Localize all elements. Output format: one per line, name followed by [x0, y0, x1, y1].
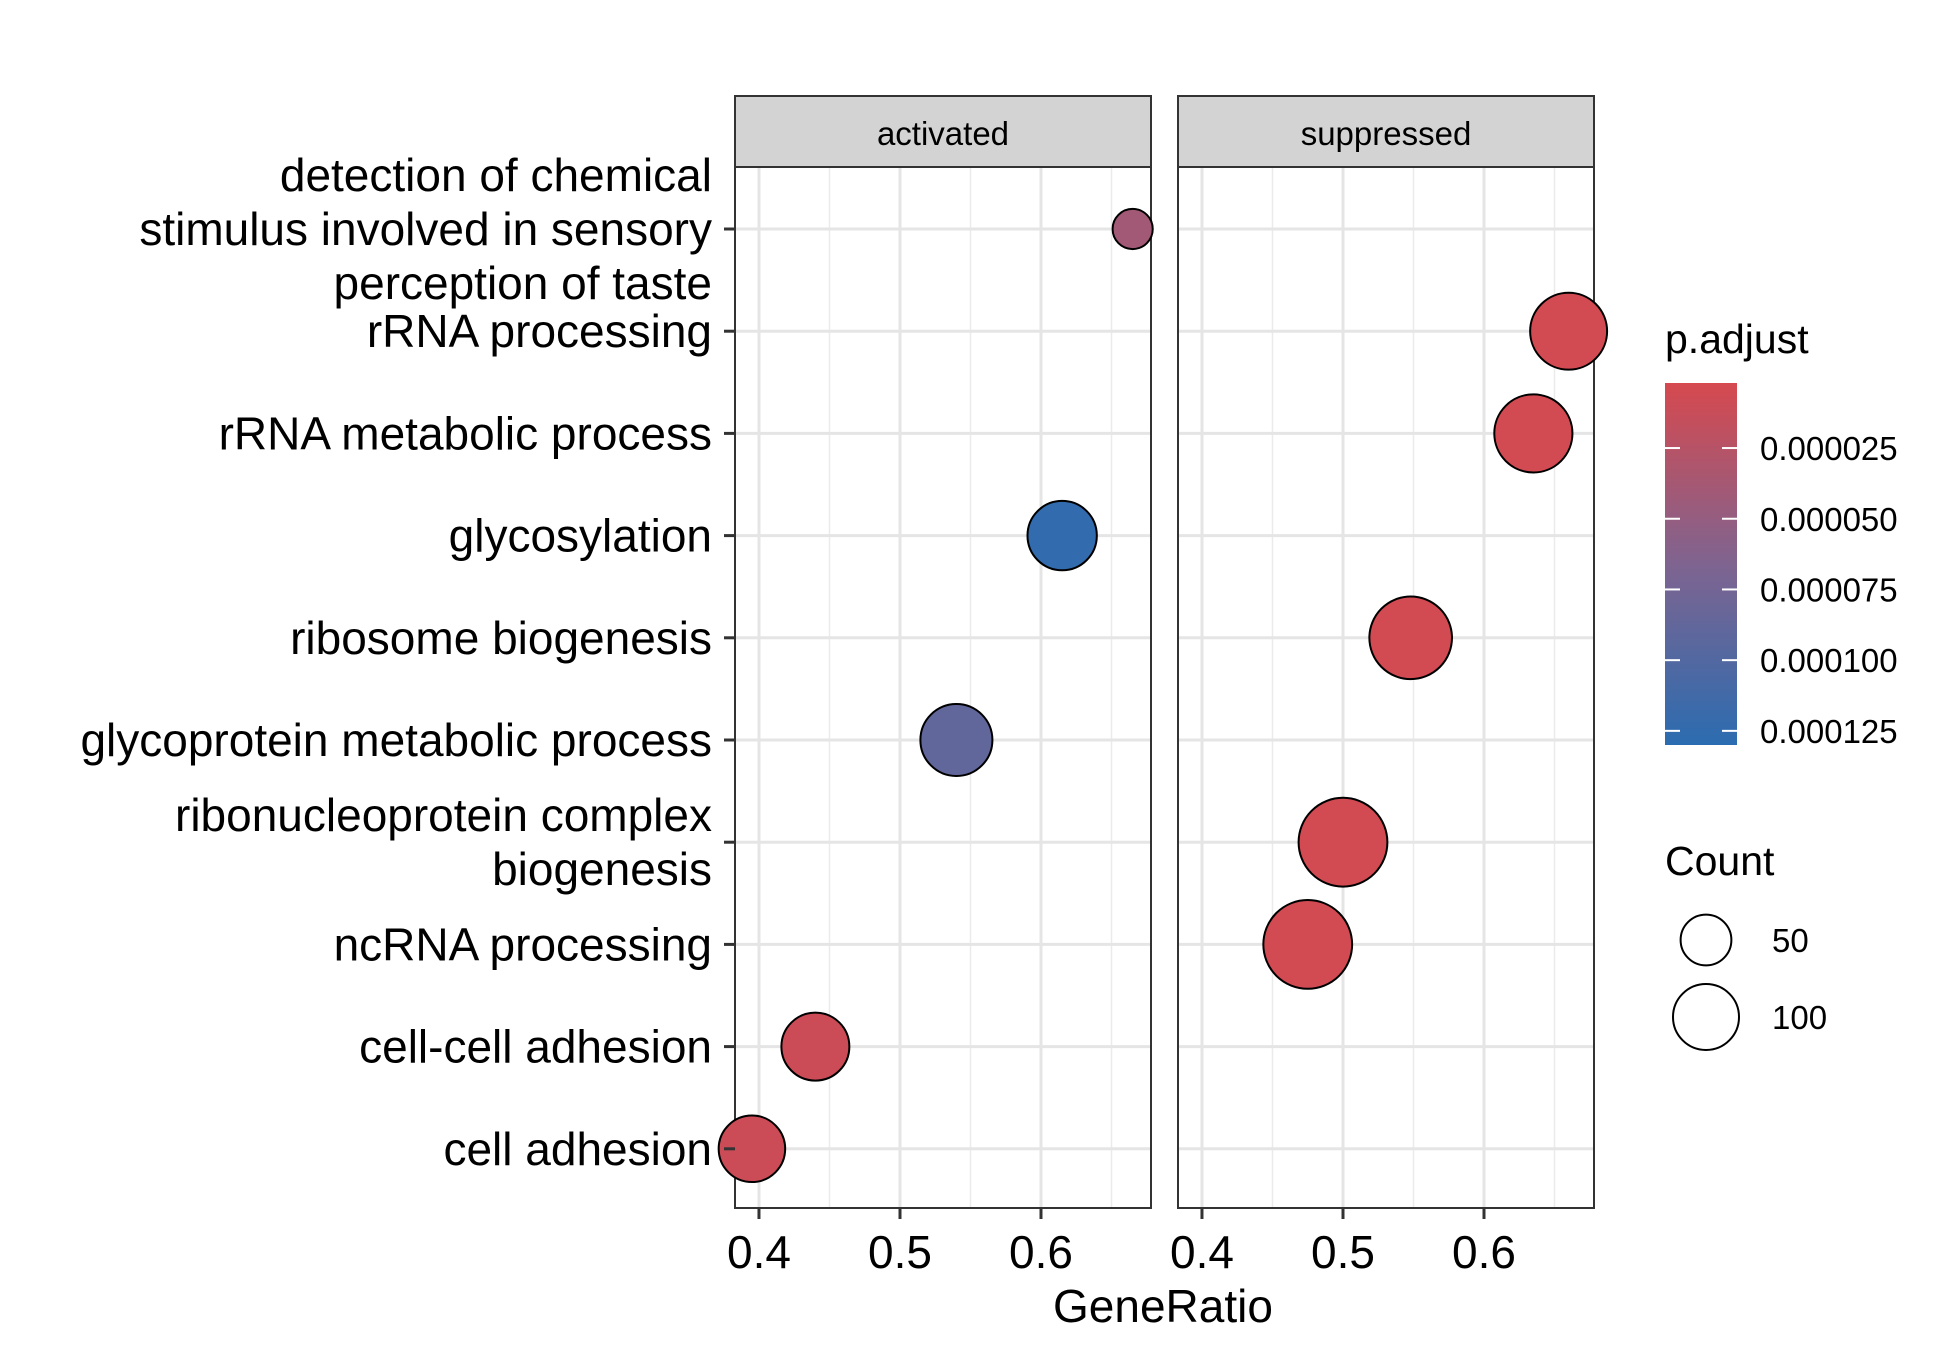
size-key-circle [1672, 983, 1740, 1051]
x-tick-label: 0.4 [1170, 1226, 1234, 1278]
data-point [717, 1114, 787, 1184]
data-point [1368, 595, 1453, 681]
x-tick-label: 0.6 [1009, 1226, 1073, 1278]
panel-suppressed: suppressed 0.4 0.5 0.6 [1170, 95, 1609, 1278]
size-key-label: 100 [1772, 999, 1827, 1036]
facet-panels: activated 0.4 0.5 0.6 suppressed 0.4 0.5 0.6 [717, 95, 1609, 1278]
data-point [1493, 393, 1574, 474]
data-point [1529, 291, 1609, 371]
y-tick-label: rRNA metabolic process [219, 407, 712, 459]
data-point [1026, 499, 1098, 572]
y-tick-label: detection of chemical stimulus involved i… [139, 149, 712, 309]
facet-strip [1177, 95, 1595, 168]
size-key-circle [1679, 913, 1733, 967]
facet-strip-label: suppressed [1301, 115, 1472, 152]
size-legend-title: Count [1665, 838, 1775, 884]
color-tick-label: 0.000100 [1760, 642, 1898, 679]
size-legend-keys: 50 100 [1672, 913, 1827, 1051]
x-tick-label: 0.5 [1311, 1226, 1375, 1278]
y-axis-labels: detection of chemical stimulus involved i… [80, 149, 735, 1175]
y-tick-label: rRNA processing [367, 305, 712, 357]
panel-activated: activated 0.4 0.5 0.6 [717, 95, 1154, 1278]
x-tick-label: 0.5 [868, 1226, 932, 1278]
y-tick-label: ncRNA processing [334, 918, 712, 970]
color-legend-ticks: 0.000025 0.000050 0.000075 0.000100 0.000125 [1665, 430, 1898, 750]
x-tick-label: 0.6 [1452, 1226, 1516, 1278]
color-bar [1665, 383, 1737, 745]
color-legend-title: p.adjust [1665, 316, 1809, 362]
y-tick-label: glycoprotein metabolic process [80, 714, 712, 766]
color-tick-label: 0.000125 [1760, 713, 1898, 750]
x-tick-label: 0.4 [727, 1226, 791, 1278]
y-tick-label: cell-cell adhesion [359, 1021, 712, 1073]
data-point [1262, 899, 1354, 990]
data-point [780, 1011, 851, 1082]
size-key-label: 50 [1772, 922, 1809, 959]
data-point [1111, 207, 1154, 251]
color-tick-label: 0.000075 [1760, 571, 1898, 608]
y-tick-label: cell adhesion [443, 1123, 712, 1175]
y-tick-label: glycosylation [449, 510, 712, 562]
legend: p.adjust 0.000025 0.000050 0.000075 0.00010… [1665, 316, 1898, 1051]
y-tick-label: ribosome biogenesis [290, 612, 712, 664]
x-axis-title: GeneRatio [1053, 1280, 1273, 1332]
color-tick-label: 0.000050 [1760, 501, 1898, 538]
data-point [1297, 796, 1389, 888]
facet-strip-label: activated [877, 115, 1009, 152]
data-point [919, 703, 994, 777]
y-tick-label: ribonucleoprotein complex biogenesis [175, 789, 712, 895]
color-tick-label: 0.000025 [1760, 430, 1898, 467]
facet-strip [734, 95, 1152, 168]
